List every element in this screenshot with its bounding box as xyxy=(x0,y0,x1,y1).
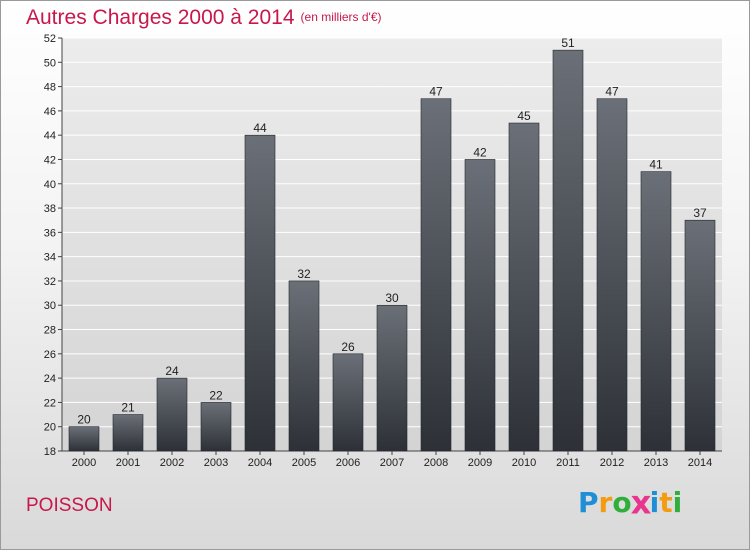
logo-letter: P xyxy=(578,486,599,519)
data-label-2013: 41 xyxy=(649,158,663,172)
x-tick-label: 2000 xyxy=(72,457,96,469)
y-tick-label: 24 xyxy=(44,373,56,385)
bar-2002 xyxy=(156,377,188,452)
x-tick-label: 2009 xyxy=(468,457,492,469)
data-label-2002: 24 xyxy=(165,364,179,378)
bar-2010 xyxy=(508,122,540,452)
y-tick-label: 28 xyxy=(44,325,56,337)
data-label-2012: 47 xyxy=(605,85,619,99)
data-label-2001: 21 xyxy=(121,401,135,415)
data-label-2005: 32 xyxy=(297,267,311,281)
x-tick-label: 2010 xyxy=(512,457,536,469)
bar-2003 xyxy=(200,402,232,452)
logo-letter: i xyxy=(649,486,660,519)
bar-2005 xyxy=(288,280,320,452)
y-tick-label: 48 xyxy=(44,82,56,94)
y-tick-label: 46 xyxy=(44,106,56,118)
y-tick-label: 20 xyxy=(44,422,56,434)
data-label-2009: 42 xyxy=(473,145,487,159)
y-tick-label: 18 xyxy=(44,446,56,458)
data-label-2004: 44 xyxy=(253,121,267,135)
bar-2011 xyxy=(552,49,584,452)
x-tick-label: 2014 xyxy=(688,457,712,469)
logo-letter: r xyxy=(598,486,613,519)
y-tick-label: 38 xyxy=(44,203,56,215)
logo-letter: t xyxy=(659,486,673,519)
bar-2014 xyxy=(684,219,716,452)
bar-2001 xyxy=(112,414,144,452)
x-tick-label: 2008 xyxy=(424,457,448,469)
x-tick-label: 2004 xyxy=(248,457,272,469)
data-labels: 20 21 24 22 44 32 26 30 47 42 45 51 47 41 37 xyxy=(77,36,707,427)
commune-name: POISSON xyxy=(26,495,113,516)
bar-2008 xyxy=(420,98,452,452)
logo-letter: x xyxy=(630,483,652,522)
bar-2007 xyxy=(376,304,408,452)
y-tick-label: 36 xyxy=(44,227,56,239)
logo-letter: o xyxy=(612,486,632,519)
x-tick-label: 2006 xyxy=(336,457,360,469)
data-label-2010: 45 xyxy=(517,109,531,123)
chart-unit: (en milliers d'€) xyxy=(300,10,382,24)
data-label-2014: 37 xyxy=(693,206,707,220)
bars xyxy=(68,49,716,452)
y-tick-label: 32 xyxy=(44,276,56,288)
bar-2000 xyxy=(68,426,100,452)
chart-title: Autres Charges 2000 à 2014 (en milliers d… xyxy=(26,6,382,30)
bar-2004 xyxy=(244,134,276,452)
y-tick-label: 30 xyxy=(44,300,56,312)
x-tick-label: 2011 xyxy=(556,457,580,469)
y-tick-label: 44 xyxy=(44,130,56,142)
bar-2012 xyxy=(596,98,628,452)
x-tick-label: 2013 xyxy=(644,457,668,469)
x-tick-label: 2012 xyxy=(600,457,624,469)
y-tick-label: 42 xyxy=(44,154,56,166)
y-axis-ticks: 18 20 22 24 26 28 30 32 34 36 38 40 42 44 46 48 50 52 xyxy=(44,33,62,458)
y-tick-label: 52 xyxy=(44,33,56,45)
chart-title-text: Autres Charges 2000 à 2014 xyxy=(26,6,295,29)
data-label-2000: 20 xyxy=(77,413,91,427)
y-tick-label: 26 xyxy=(44,349,56,361)
y-tick-label: 40 xyxy=(44,179,56,191)
bar-2013 xyxy=(640,171,672,452)
x-tick-label: 2005 xyxy=(292,457,316,469)
data-label-2011: 51 xyxy=(561,36,575,50)
x-tick-label: 2003 xyxy=(204,457,228,469)
bar-2006 xyxy=(332,353,364,452)
data-label-2003: 22 xyxy=(209,388,223,402)
data-label-2007: 30 xyxy=(385,291,399,305)
logo-letter: i xyxy=(672,486,683,519)
data-label-2006: 26 xyxy=(341,340,355,354)
x-tick-label: 2002 xyxy=(160,457,184,469)
proxiti-logo[interactable]: Proxiti xyxy=(578,483,683,522)
data-label-2008: 47 xyxy=(429,85,443,99)
bar-2009 xyxy=(464,159,496,452)
y-tick-label: 50 xyxy=(44,57,56,69)
x-tick-label: 2007 xyxy=(380,457,404,469)
y-tick-label: 22 xyxy=(44,397,56,409)
x-axis-ticks: 2000 2001 2002 2003 2004 2005 2006 2007 2008 2009… xyxy=(72,451,712,469)
y-tick-label: 34 xyxy=(44,252,56,264)
x-tick-label: 2001 xyxy=(116,457,140,469)
